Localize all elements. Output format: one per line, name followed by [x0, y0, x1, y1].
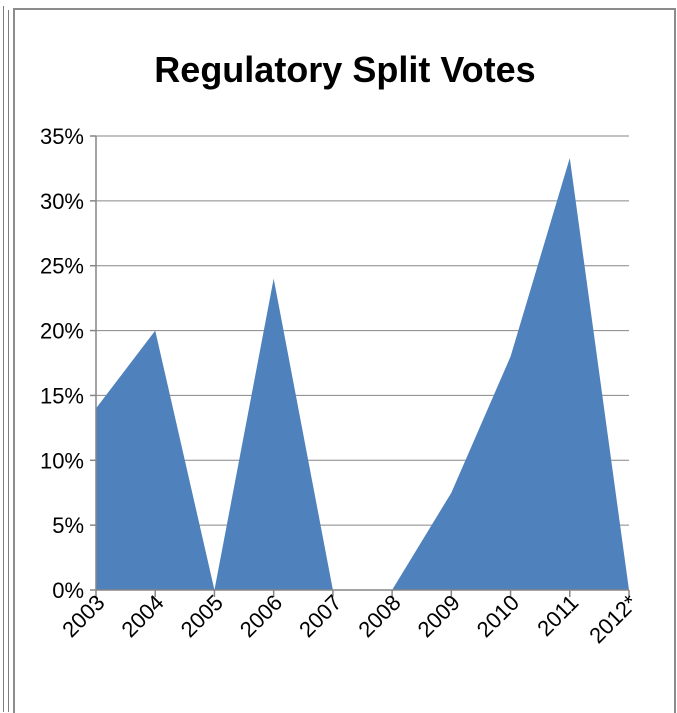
y-tick-labels: 0% 5% 10% 15% 20% 25% 30% 35%	[40, 124, 84, 603]
x-tick-label-9: 2012*	[584, 590, 643, 649]
x-tick-label-2: 2005	[176, 590, 228, 642]
y-tick-label-2: 10%	[40, 448, 84, 473]
y-tick-label-3: 15%	[40, 383, 84, 408]
y-tick-label-1: 5%	[52, 513, 84, 538]
area-series-fill	[96, 158, 629, 590]
y-tick-label-5: 25%	[40, 254, 84, 279]
y-tick-label-4: 20%	[40, 319, 84, 344]
x-tick-label-3: 2006	[235, 590, 287, 642]
x-tick-labels: 2003 2004 2005 2006 2007 2008 2009 2010 2011 2012…	[57, 590, 643, 649]
x-tick-label-7: 2010	[472, 590, 524, 642]
area-series	[96, 158, 629, 590]
x-tick-label-4: 2007	[294, 590, 346, 642]
x-tick-label-1: 2004	[116, 590, 168, 642]
y-tick-label-7: 35%	[40, 124, 84, 149]
x-tick-label-5: 2008	[353, 590, 405, 642]
x-tick-label-6: 2009	[413, 590, 465, 642]
frame-left-outer-line	[3, 6, 4, 712]
axes	[90, 135, 630, 597]
frame-left-inner-line	[8, 10, 9, 712]
y-tick-label-0: 0%	[52, 578, 84, 603]
x-tick-label-8: 2011	[532, 590, 583, 641]
y-tick-label-6: 30%	[40, 189, 84, 214]
chart-title: Regulatory Split Votes	[154, 49, 535, 90]
